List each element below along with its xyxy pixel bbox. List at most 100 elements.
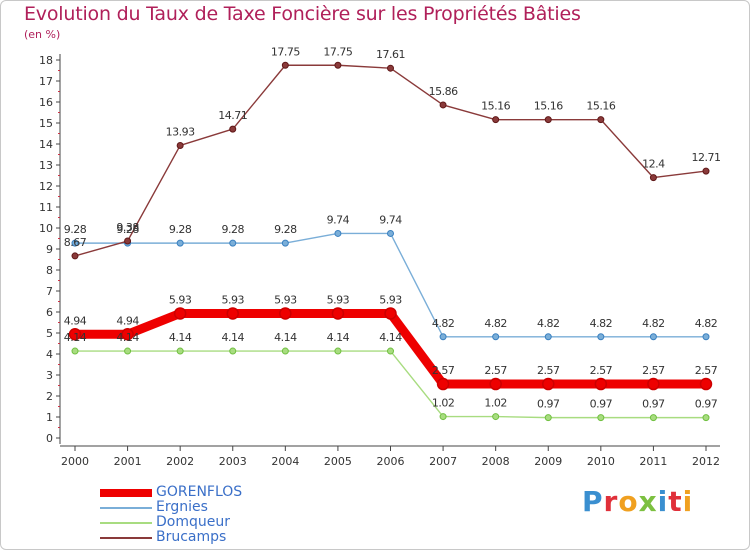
y-tick-label: 16 <box>39 96 53 109</box>
data-label: 2.57 <box>695 364 718 377</box>
data-point <box>334 229 342 237</box>
data-point <box>176 141 184 149</box>
data-label: 4.14 <box>274 331 297 344</box>
data-point <box>71 252 79 260</box>
x-tick-label: 2001 <box>114 455 142 468</box>
data-point <box>492 333 500 341</box>
data-label: 0.97 <box>537 398 560 411</box>
y-tick-label: 10 <box>39 222 53 235</box>
data-point <box>702 333 710 341</box>
data-label: 4.82 <box>590 317 613 330</box>
data-point <box>544 116 552 124</box>
y-tick-label: 17 <box>39 75 53 88</box>
chart-unit-label: (en %) <box>24 28 61 41</box>
data-label: 4.82 <box>484 317 507 330</box>
data-label: 9.28 <box>116 223 139 236</box>
y-tick-label: 4 <box>46 348 53 361</box>
data-label: 4.14 <box>169 331 192 344</box>
data-label: 17.75 <box>323 45 352 58</box>
data-label: 9.28 <box>169 223 192 236</box>
data-label: 2.57 <box>642 364 665 377</box>
x-tick-label: 2004 <box>271 455 299 468</box>
y-tick-label: 2 <box>46 390 53 403</box>
x-tick-label: 2006 <box>377 455 405 468</box>
logo-letter: i <box>682 485 694 518</box>
data-label: 4.82 <box>695 317 718 330</box>
y-tick-label: 8 <box>46 264 53 277</box>
logo-letter: x <box>638 485 658 518</box>
data-point <box>176 239 184 247</box>
data-point <box>71 239 79 247</box>
data-point <box>436 377 450 391</box>
data-label: 9.28 <box>222 223 245 236</box>
y-tick-label: 9 <box>46 243 53 256</box>
data-point <box>649 333 657 341</box>
data-point <box>334 347 342 355</box>
data-point <box>71 347 79 355</box>
legend-swatch <box>100 522 152 524</box>
y-tick-label: 13 <box>39 159 53 172</box>
data-point <box>489 377 502 391</box>
data-label: 2.57 <box>537 364 560 377</box>
data-label: 15.16 <box>534 100 563 113</box>
data-point <box>387 347 394 355</box>
data-point <box>439 413 447 421</box>
data-point <box>124 237 132 245</box>
data-label: 15.16 <box>586 100 615 113</box>
data-point <box>544 414 552 422</box>
data-label: 9.28 <box>64 223 87 236</box>
data-point <box>597 116 605 124</box>
data-point <box>439 101 447 109</box>
data-point <box>334 61 342 69</box>
y-tick-label: 18 <box>39 54 53 67</box>
data-label: 2.57 <box>484 364 507 377</box>
data-point <box>649 414 657 422</box>
data-label: 4.82 <box>642 317 665 330</box>
data-point <box>544 333 552 341</box>
data-label: 0.97 <box>590 398 613 411</box>
data-point <box>176 347 184 355</box>
x-tick-label: 2012 <box>692 455 720 468</box>
data-label: 17.75 <box>271 45 300 58</box>
legend-swatch <box>100 489 152 497</box>
y-tick-label: 5 <box>46 327 53 340</box>
data-label: 4.14 <box>116 331 139 344</box>
data-label: 4.14 <box>327 331 350 344</box>
data-label: 5.93 <box>327 293 350 306</box>
data-label: 0.97 <box>695 398 718 411</box>
data-label: 4.82 <box>432 317 455 330</box>
data-point <box>229 347 237 355</box>
x-tick-label: 2002 <box>166 455 194 468</box>
chart-title: Evolution du Taux de Taxe Foncière sur l… <box>24 3 581 25</box>
data-label: 15.86 <box>429 85 458 98</box>
y-tick-label: 14 <box>39 138 53 151</box>
data-label: 12.71 <box>692 151 721 164</box>
data-point <box>647 377 660 391</box>
data-point <box>387 64 394 72</box>
data-point <box>173 307 187 320</box>
data-label: 2.57 <box>590 364 613 377</box>
y-tick-label: 6 <box>46 306 53 319</box>
data-label: 1.02 <box>432 397 455 410</box>
data-point <box>121 328 134 341</box>
logo-letter: P <box>582 485 604 518</box>
data-label: 5.93 <box>379 293 402 306</box>
data-point <box>124 347 132 355</box>
y-tick-label: 12 <box>39 180 53 193</box>
data-point <box>649 174 657 182</box>
data-point <box>702 414 710 422</box>
legend-label: GORENFLOS <box>156 484 243 500</box>
data-point <box>331 307 345 320</box>
data-label: 12.4 <box>642 158 665 171</box>
x-tick-label: 2003 <box>219 455 247 468</box>
data-point <box>597 414 605 422</box>
x-tick-label: 2007 <box>429 455 457 468</box>
y-tick-label: 7 <box>46 285 53 298</box>
legend-label: Domqueur <box>156 514 230 530</box>
data-label: 9.74 <box>379 213 402 226</box>
y-tick-label: 0 <box>46 432 53 445</box>
data-point <box>699 377 713 391</box>
y-tick-label: 3 <box>46 369 53 382</box>
data-label: 1.02 <box>484 397 507 410</box>
